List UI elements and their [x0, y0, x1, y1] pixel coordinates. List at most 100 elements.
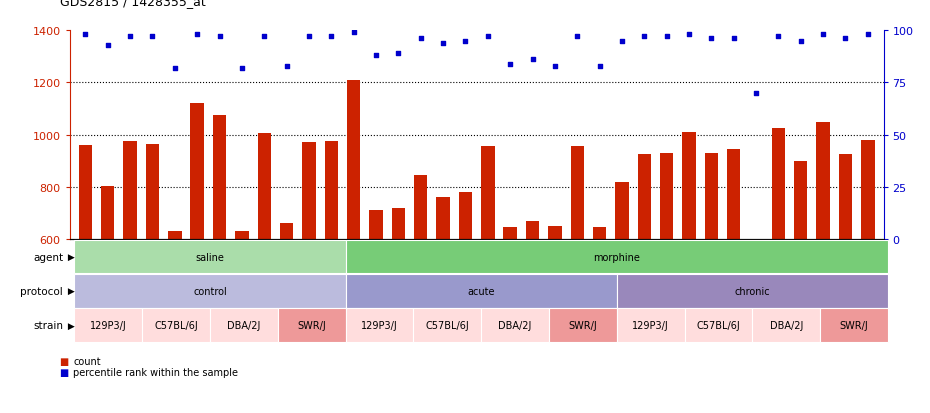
- Text: C57BL/6J: C57BL/6J: [425, 320, 469, 330]
- Bar: [436, 198, 450, 396]
- Bar: [280, 224, 293, 396]
- Bar: [369, 211, 383, 396]
- Text: DBA/2J: DBA/2J: [227, 320, 260, 330]
- Bar: [727, 150, 740, 396]
- Point: [793, 38, 808, 45]
- Bar: [750, 281, 763, 396]
- Point: [301, 34, 316, 40]
- Bar: [191, 104, 204, 396]
- Text: protocol: protocol: [20, 286, 63, 296]
- Point: [458, 38, 472, 45]
- Text: 129P3/J: 129P3/J: [90, 320, 126, 330]
- Point: [682, 32, 697, 38]
- Point: [615, 38, 630, 45]
- Bar: [817, 122, 830, 396]
- Point: [525, 57, 540, 64]
- Point: [167, 65, 182, 72]
- Bar: [213, 116, 226, 396]
- Bar: [683, 133, 696, 396]
- Text: C57BL/6J: C57BL/6J: [154, 320, 198, 330]
- Bar: [503, 228, 517, 396]
- Bar: [638, 155, 651, 396]
- Bar: [302, 143, 315, 396]
- Point: [771, 34, 786, 40]
- Text: chronic: chronic: [735, 286, 770, 296]
- Point: [190, 32, 205, 38]
- Point: [279, 63, 294, 70]
- Bar: [481, 147, 495, 396]
- Point: [212, 34, 227, 40]
- Text: morphine: morphine: [593, 252, 640, 262]
- Text: saline: saline: [195, 252, 224, 262]
- Point: [726, 36, 741, 43]
- Point: [324, 34, 339, 40]
- Text: acute: acute: [468, 286, 495, 296]
- Point: [145, 34, 160, 40]
- Bar: [705, 154, 718, 396]
- Bar: [258, 134, 271, 396]
- Bar: [839, 155, 852, 396]
- Text: SWR/J: SWR/J: [568, 320, 597, 330]
- Point: [503, 61, 518, 68]
- Point: [368, 53, 383, 59]
- Text: strain: strain: [33, 320, 63, 330]
- Bar: [525, 221, 539, 396]
- Point: [659, 34, 674, 40]
- Text: agent: agent: [33, 252, 63, 262]
- Point: [816, 32, 830, 38]
- Bar: [347, 81, 360, 396]
- Bar: [146, 145, 159, 396]
- Bar: [592, 228, 606, 396]
- Point: [123, 34, 138, 40]
- Point: [391, 51, 405, 57]
- Point: [481, 34, 496, 40]
- Text: C57BL/6J: C57BL/6J: [697, 320, 740, 330]
- Bar: [325, 142, 338, 396]
- Bar: [861, 140, 874, 396]
- Point: [346, 30, 361, 36]
- Bar: [168, 232, 181, 396]
- Text: DBA/2J: DBA/2J: [498, 320, 532, 330]
- Bar: [101, 186, 114, 396]
- Point: [234, 65, 249, 72]
- Text: 129P3/J: 129P3/J: [361, 320, 398, 330]
- Text: percentile rank within the sample: percentile rank within the sample: [73, 367, 238, 377]
- Bar: [79, 146, 92, 396]
- Bar: [414, 176, 428, 396]
- Point: [838, 36, 853, 43]
- Text: ▶: ▶: [65, 321, 74, 330]
- Bar: [235, 232, 248, 396]
- Text: DBA/2J: DBA/2J: [770, 320, 803, 330]
- Point: [749, 90, 764, 97]
- Point: [435, 40, 450, 47]
- Point: [592, 63, 607, 70]
- Text: count: count: [73, 356, 101, 366]
- Bar: [772, 129, 785, 396]
- Point: [704, 36, 719, 43]
- Bar: [392, 208, 405, 396]
- Text: ■: ■: [60, 356, 73, 366]
- Text: SWR/J: SWR/J: [298, 320, 326, 330]
- Bar: [616, 182, 629, 396]
- Bar: [548, 226, 562, 396]
- Bar: [458, 192, 472, 396]
- Point: [548, 63, 563, 70]
- Text: ▶: ▶: [65, 252, 74, 261]
- Text: SWR/J: SWR/J: [840, 320, 869, 330]
- Point: [257, 34, 272, 40]
- Text: ▶: ▶: [65, 287, 74, 296]
- Point: [100, 42, 115, 49]
- Bar: [124, 142, 137, 396]
- Point: [413, 36, 428, 43]
- Bar: [794, 161, 807, 396]
- Text: 129P3/J: 129P3/J: [632, 320, 669, 330]
- Text: GDS2815 / 1428355_at: GDS2815 / 1428355_at: [60, 0, 206, 8]
- Bar: [570, 147, 584, 396]
- Point: [78, 32, 93, 38]
- Text: ■: ■: [60, 367, 73, 377]
- Bar: [660, 154, 673, 396]
- Text: control: control: [193, 286, 227, 296]
- Point: [637, 34, 652, 40]
- Point: [570, 34, 585, 40]
- Point: [860, 32, 875, 38]
